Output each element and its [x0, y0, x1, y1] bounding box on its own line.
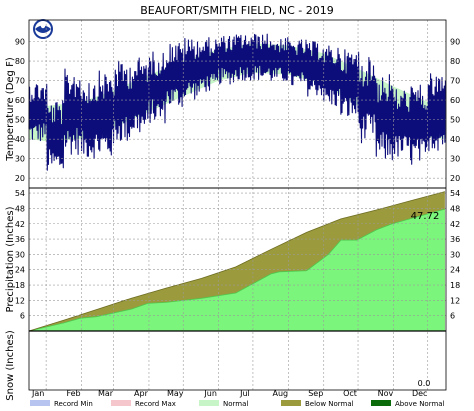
legend-swatch	[199, 400, 219, 406]
precipitation-axis-label: Precipitation (Inches)	[5, 206, 16, 312]
legend-item: Record Max	[111, 400, 176, 408]
legend-label: Record Min	[54, 400, 93, 408]
precip-tick-right: 36	[450, 235, 460, 244]
precip-observed-area	[29, 209, 445, 331]
daily-temperature-trace	[28, 33, 446, 171]
temp-tick-right: 30	[450, 155, 460, 164]
legend-label: Above Normal	[395, 400, 445, 408]
temperature-axis-label: Temperature (Deg F)	[5, 57, 16, 162]
temp-tick-right: 60	[450, 96, 460, 105]
legend-item: Above Normal	[371, 400, 445, 408]
legend-label: Normal	[223, 400, 248, 408]
legend-swatch	[281, 400, 301, 406]
noaa-logo-icon	[33, 19, 53, 39]
month-tick: Apr	[134, 389, 149, 398]
month-tick: Jan	[31, 389, 44, 398]
temp-tick-left: 80	[15, 57, 25, 66]
month-tick: Sep	[308, 389, 323, 398]
temp-tick-right: 80	[450, 57, 460, 66]
precip-tick-left: 12	[15, 296, 25, 305]
temp-tick-right: 40	[450, 135, 460, 144]
temp-tick-right: 50	[450, 116, 460, 125]
precip-tick-left: 48	[15, 204, 25, 213]
precip-normal-line	[28, 191, 446, 332]
legend-swatch	[30, 400, 50, 406]
precip-tick-left: 42	[15, 220, 25, 229]
month-tick: Aug	[273, 389, 289, 398]
precip-tick-right: 42	[450, 220, 460, 229]
legend-item: Normal	[199, 400, 248, 408]
precip-tick-right: 6	[450, 312, 455, 321]
precip-tick-right: 24	[450, 266, 460, 275]
plot-frame	[28, 19, 447, 391]
month-tick: Jul	[239, 389, 250, 398]
legend-label: Record Max	[135, 400, 176, 408]
precip-tick-left: 36	[15, 235, 25, 244]
month-tick: May	[167, 389, 184, 398]
precip-tick-left: 30	[15, 250, 25, 259]
legend-item: Record Min	[30, 400, 93, 408]
precip-tick-right: 30	[450, 250, 460, 259]
snow-axis-label: Snow (Inches)	[5, 330, 16, 401]
chart-title: BEAUFORT/SMITH FIELD, NC - 2019	[140, 4, 334, 17]
precip-tick-left: 24	[15, 266, 25, 275]
temp-tick-right: 70	[450, 77, 460, 86]
month-tick: Feb	[66, 389, 80, 398]
legend-item: Below Normal	[281, 400, 354, 408]
month-tick: Dec	[412, 389, 427, 398]
temp-tick-right: 90	[450, 37, 460, 46]
temp-tick-left: 20	[15, 174, 25, 183]
precip-total-label: 47.72	[411, 211, 440, 222]
month-tick: Oct	[343, 389, 357, 398]
precip-tick-left: 6	[20, 312, 25, 321]
temp-tick-right: 20	[450, 174, 460, 183]
snow-total-label: 0.0	[418, 379, 431, 388]
legend-swatch	[111, 400, 131, 406]
temp-tick-left: 70	[15, 77, 25, 86]
precip-tick-right: 18	[450, 281, 460, 290]
temp-tick-left: 60	[15, 96, 25, 105]
temp-tick-left: 50	[15, 116, 25, 125]
temp-tick-left: 40	[15, 135, 25, 144]
legend-label: Below Normal	[305, 400, 354, 408]
precip-observed-line	[28, 208, 446, 332]
temp-tick-left: 30	[15, 155, 25, 164]
month-tick: Mar	[98, 389, 114, 398]
legend-swatch	[371, 400, 391, 406]
precip-tick-right: 48	[450, 204, 460, 213]
month-tick: Jun	[203, 389, 217, 398]
month-tick: Nov	[378, 389, 394, 398]
temp-tick-left: 90	[15, 37, 25, 46]
precip-tick-left: 18	[15, 281, 25, 290]
precip-tick-right: 54	[450, 189, 460, 198]
precip-tick-left: 54	[15, 189, 25, 198]
precip-tick-right: 12	[450, 296, 460, 305]
